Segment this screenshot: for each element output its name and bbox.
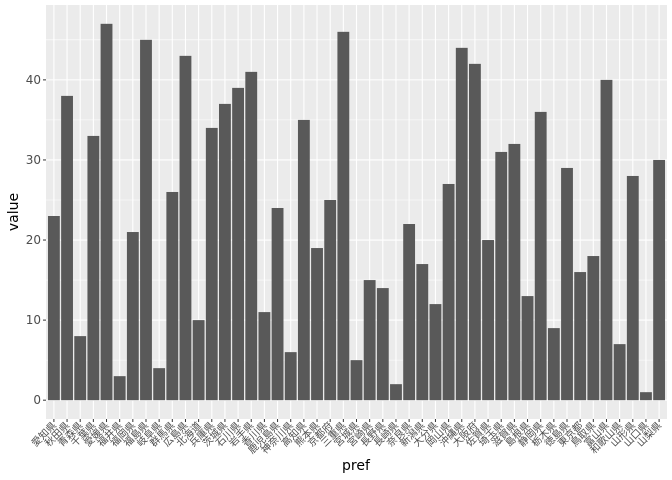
bar <box>561 167 573 401</box>
bar <box>47 216 60 401</box>
y-tick-label: 10 <box>26 313 41 327</box>
bar <box>468 63 481 401</box>
bar <box>100 23 113 401</box>
bar <box>521 296 534 401</box>
bar <box>87 135 100 401</box>
bar <box>271 207 284 401</box>
bar <box>232 87 245 401</box>
bar <box>495 151 508 401</box>
bar <box>587 256 600 401</box>
bar <box>324 199 337 401</box>
bar <box>61 95 73 401</box>
y-tick-label: 20 <box>26 233 41 247</box>
x-axis-ticks: 愛知県秋田県青森県千葉県愛媛県福井県福岡県福島県岐阜県群馬県広島県北海道兵庫県茨… <box>29 419 665 456</box>
bar <box>297 119 310 401</box>
bar <box>350 360 363 401</box>
bar <box>126 232 139 401</box>
bar <box>455 47 468 401</box>
bar <box>403 224 416 401</box>
bar <box>613 344 626 401</box>
bar <box>140 39 152 401</box>
bar <box>205 127 218 401</box>
bar <box>482 240 494 401</box>
bar <box>376 288 389 401</box>
bar <box>534 111 547 401</box>
bar <box>166 191 179 401</box>
bar <box>442 183 455 401</box>
bar <box>311 248 323 401</box>
bar <box>153 368 166 401</box>
bars <box>47 23 666 401</box>
y-tick-label: 0 <box>33 393 41 407</box>
bar <box>337 31 350 401</box>
bar <box>284 352 297 401</box>
bar <box>508 143 521 401</box>
bar <box>653 159 666 401</box>
y-axis-title: value <box>6 193 22 231</box>
y-tick-label: 30 <box>26 153 41 167</box>
bar <box>390 384 402 401</box>
bar <box>245 71 258 401</box>
bar <box>363 280 376 401</box>
bar <box>258 312 271 401</box>
bar <box>74 336 87 401</box>
bar <box>640 392 652 401</box>
bar <box>192 320 205 401</box>
bar <box>219 103 231 401</box>
bar <box>416 264 429 401</box>
y-axis-ticks: 0 10 20 30 40 <box>26 73 46 407</box>
bar <box>547 328 560 401</box>
bar <box>113 376 126 401</box>
bar <box>179 55 192 401</box>
y-tick-label: 40 <box>26 73 41 87</box>
bar <box>600 79 613 401</box>
bar <box>626 175 639 401</box>
bar <box>429 304 442 401</box>
x-axis-title: pref <box>342 458 371 474</box>
bar <box>574 272 587 401</box>
